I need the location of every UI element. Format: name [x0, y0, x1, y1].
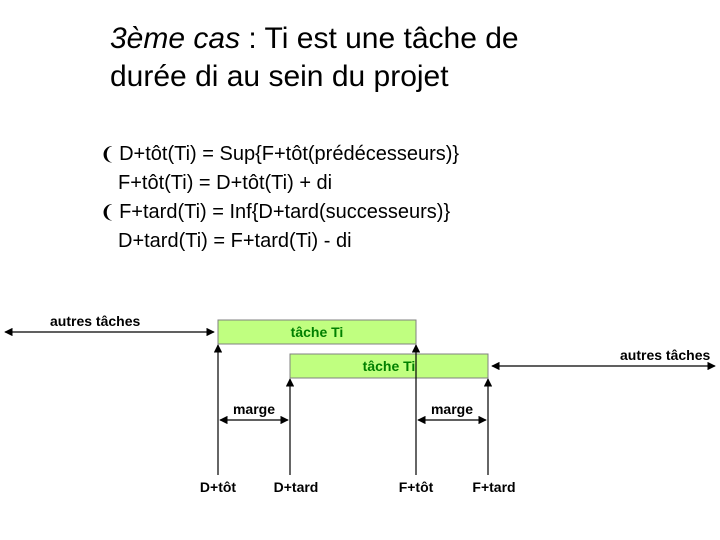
task-diagram: autres tâches tâche Ti tâche Ti autres t…: [0, 300, 720, 520]
bullet-line-3: D+tard(Ti) = F+tard(Ti) - di: [100, 227, 459, 256]
marge-right-label: marge: [431, 401, 473, 417]
v-f-tot-label: F+tôt: [399, 479, 434, 495]
marge-left-label: marge: [233, 401, 275, 417]
bullet-line-1: F+tôt(Ti) = D+tôt(Ti) + di: [100, 169, 459, 198]
bullet-text-1: F+tôt(Ti) = D+tôt(Ti) + di: [118, 169, 332, 198]
v-f-tard-label: F+tard: [472, 479, 515, 495]
v-d-tot-label: D+tôt: [200, 479, 237, 495]
right-arrow-label: autres tâches: [620, 347, 710, 363]
bottom-task-label: tâche Ti: [363, 358, 416, 374]
bullet-text-0: D+tôt(Ti) = Sup{F+tôt(prédécesseurs)}: [119, 140, 459, 169]
bullet-line-0: ❨ D+tôt(Ti) = Sup{F+tôt(prédécesseurs)}: [100, 140, 459, 169]
v-d-tard-label: D+tard: [274, 479, 319, 495]
bullet-text-2: F+tard(Ti) = Inf{D+tard(successeurs)}: [119, 198, 450, 227]
bullet-icon: ❨: [100, 199, 115, 225]
top-task-label: tâche Ti: [291, 324, 344, 340]
title-rest1: : Ti est une tâche de: [240, 22, 519, 55]
title-italic: 3ème cas: [110, 22, 240, 55]
bullet-list: ❨ D+tôt(Ti) = Sup{F+tôt(prédécesseurs)} …: [100, 140, 459, 256]
left-arrow-label: autres tâches: [50, 313, 140, 329]
title-line2: durée di au sein du projet: [110, 60, 449, 93]
bullet-icon: ❨: [100, 141, 115, 167]
bullet-line-2: ❨ F+tard(Ti) = Inf{D+tard(successeurs)}: [100, 198, 459, 227]
bullet-text-3: D+tard(Ti) = F+tard(Ti) - di: [118, 227, 352, 256]
page-title: 3ème cas : Ti est une tâche de durée di …: [110, 20, 519, 95]
